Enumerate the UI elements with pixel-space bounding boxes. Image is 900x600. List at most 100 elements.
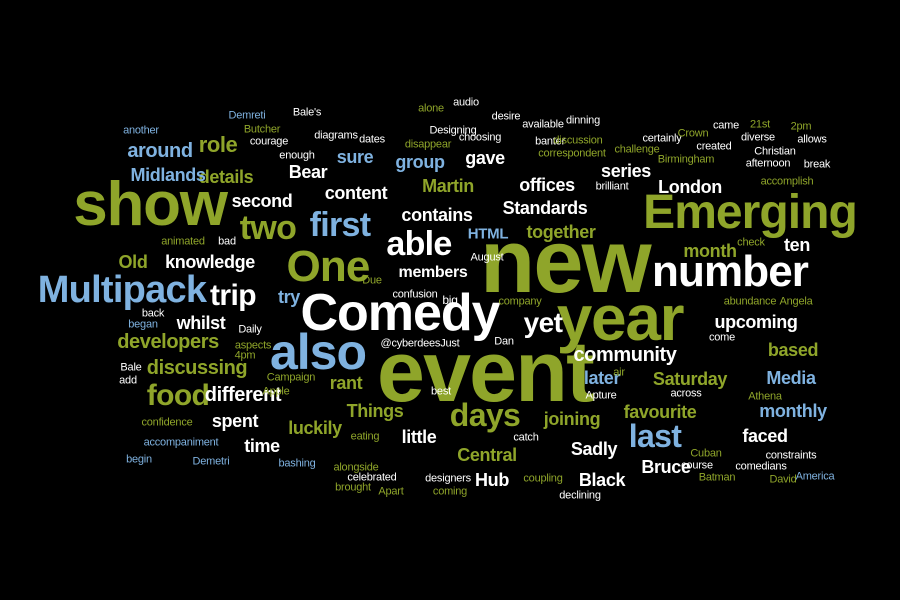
word-cyberdeesjust: @cyberdeesJust [380,339,459,350]
word-bear: Bear [289,163,328,181]
word-correspondent: correspondent [538,149,605,160]
word-contains: contains [401,206,472,224]
word-role: role [199,134,238,156]
word-august: August [471,253,504,264]
word-upcoming: upcoming [714,313,797,331]
word-came: came [713,121,739,132]
word-try: try [278,288,300,306]
word-cuban: Cuban [690,449,721,460]
word-discussion: discussion [553,136,602,147]
word-able: able [386,227,451,261]
word-demreti: Demreti [229,111,266,122]
word-dan: Dan [494,337,514,348]
word-black: Black [579,471,625,489]
word-due: Due [362,276,382,287]
word-eating: eating [351,432,380,443]
word-david: David [769,475,796,486]
word-declining: declining [559,491,600,502]
word-choosing: choosing [459,133,501,144]
word-central: Central [457,446,517,464]
word-yet: yet [524,309,563,337]
word-big: big [442,294,457,306]
word-london: London [658,178,722,196]
word-saturday: Saturday [653,370,727,388]
word-monthly: monthly [759,402,826,420]
word-sadly: Sadly [571,440,617,458]
word-crown: Crown [678,129,709,140]
word-media: Media [766,369,815,387]
word-favourite: favourite [624,403,697,421]
word-discussing: discussing [147,358,247,378]
word-apart: Apart [378,487,403,498]
word-luckily: luckily [288,419,342,437]
word-challenge: challenge [614,145,659,156]
word-developers: developers [117,332,219,352]
word-whilst: whilst [177,314,226,332]
word-joining: joining [544,410,600,428]
word-also: also [270,327,366,377]
word-check: check [737,238,765,249]
word-content: content [325,184,387,202]
word-diagrams: diagrams [314,131,357,142]
word-apture: Apture [585,391,616,402]
word-air: air [613,368,625,379]
word-bashing: bashing [279,459,316,470]
word-faced: faced [742,427,787,445]
word-audio: audio [453,98,479,109]
word-second: second [232,192,293,210]
word-2pm: 2pm [791,122,812,133]
word-animated: animated [161,237,205,248]
word-series: series [601,162,651,180]
word-begin: begin [126,455,152,466]
word-alongside: alongside [333,463,378,474]
word-available: available [522,120,563,131]
word-hub: Hub [475,471,509,489]
word-one: One [287,245,370,289]
word-accomplish: accomplish [761,177,814,188]
word-designers: designers [425,474,471,485]
word-comedians: comedians [735,462,786,473]
word-campaign: Campaign [267,373,315,384]
word-details: details [199,168,254,186]
word-two: two [240,211,297,245]
word-last: last [629,420,682,452]
word-midlands: Midlands [130,166,205,184]
word-dates: dates [359,135,385,146]
word-21st: 21st [750,120,770,131]
word-enough: enough [279,151,314,162]
word-rant: rant [330,374,363,392]
word-course: course [681,461,713,472]
word-coupling: coupling [523,474,562,485]
word-christian: Christian [754,147,795,158]
word-things: Things [347,402,404,420]
word-america: America [796,472,835,483]
word-demetri: Demetri [193,457,230,468]
word-butcher: Butcher [244,125,280,136]
word-break: break [804,160,830,171]
word-constraints: constraints [766,451,817,462]
word-bale-s: Bale's [293,108,321,119]
word-catch: catch [513,433,538,444]
word-together: together [526,223,595,241]
word-batman: Batman [699,473,736,484]
word-courage: courage [250,137,288,148]
word-desire: desire [492,112,521,123]
word-food: food [147,381,210,411]
word-afternoon: afternoon [746,159,791,170]
word-brilliant: brilliant [596,182,629,193]
word-old: Old [119,253,148,271]
word-trip: trip [210,281,256,311]
word-multipack: Multipack [38,271,206,309]
word-coming: coming [433,487,467,498]
word-began: began [128,320,158,331]
word-time: time [244,437,280,455]
word-birmingham: Birmingham [658,155,715,166]
word-best: best [431,387,451,398]
word-add: add [119,376,137,387]
word-4pm: 4pm [235,351,256,362]
word-abundance: abundance [724,297,776,308]
word-ten: ten [784,236,810,254]
word-created: created [696,142,731,153]
word-athena: Athena [748,392,782,403]
